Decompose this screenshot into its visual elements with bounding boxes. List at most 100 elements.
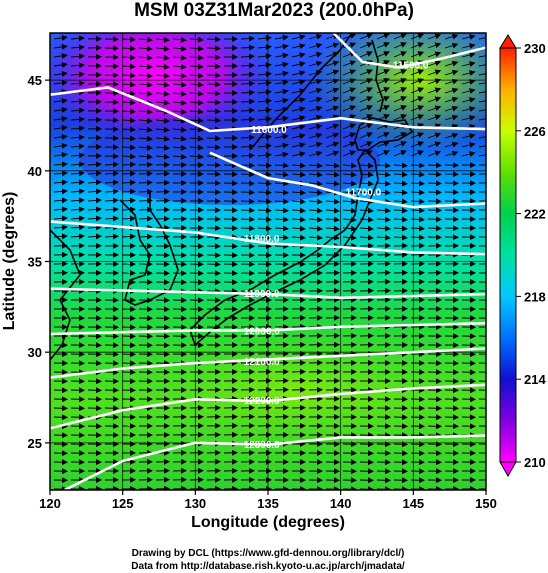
x-tick-label: 135: [257, 496, 279, 511]
wind-arrow: [257, 44, 272, 51]
wind-arrow: [121, 188, 136, 195]
wind-arrow: [308, 189, 323, 196]
colorbar-top-arrow: [499, 34, 517, 49]
wind-arrow: [461, 52, 476, 58]
wind-arrow: [274, 225, 289, 232]
wind-arrow: [325, 78, 340, 85]
wind-arrow: [359, 105, 373, 112]
wind-arrow: [274, 171, 289, 178]
wind-arrow: [155, 135, 170, 142]
wind-arrow: [121, 215, 136, 222]
wind-arrow: [376, 171, 391, 178]
wind-arrow: [427, 78, 442, 85]
wind-arrow: [53, 70, 68, 77]
wind-arrow: [291, 225, 306, 232]
wind-arrow: [410, 162, 425, 169]
wind-arrow: [325, 123, 340, 130]
wind-arrow: [155, 81, 170, 88]
wind-arrow: [393, 189, 408, 196]
wind-arrow: [274, 34, 289, 41]
contour-line: [50, 383, 486, 430]
wind-arrow: [138, 117, 153, 124]
wind-arrow: [376, 51, 390, 58]
wind-arrow: [410, 225, 425, 232]
wind-arrow: [393, 96, 407, 103]
wind-arrow: [444, 33, 459, 40]
wind-arrow: [308, 123, 323, 130]
wind-arrow: [172, 45, 187, 52]
wind-arrow: [393, 78, 407, 85]
wind-arrow: [121, 36, 136, 43]
colorbar-gradient: [499, 47, 517, 463]
wind-arrow: [53, 34, 68, 41]
wind-arrow: [308, 198, 323, 205]
wind-arrow: [172, 135, 187, 142]
wind-arrow: [308, 78, 323, 85]
wind-arrow: [257, 162, 272, 169]
wind-arrow: [393, 225, 408, 232]
wind-arrow: [308, 132, 323, 139]
wind-arrow: [257, 116, 272, 123]
contour-line: [332, 33, 486, 69]
colorbar-tick-label: 210: [524, 455, 546, 470]
wind-arrow: [444, 60, 459, 67]
wind-arrow: [291, 79, 306, 86]
wind-arrow: [325, 207, 340, 214]
wind-arrow: [291, 133, 306, 140]
chart-title: MSM 03Z31Mar2023 (200.0hPa): [134, 0, 414, 21]
wind-arrow: [342, 216, 357, 223]
wind-arrow: [308, 180, 323, 187]
wind-arrow: [308, 60, 323, 67]
wind-vectors: [53, 33, 486, 490]
wind-arrow: [427, 114, 442, 121]
wind-arrow: [257, 143, 272, 150]
wind-arrow: [393, 171, 408, 178]
wind-arrow: [359, 141, 373, 148]
wind-arrow: [325, 132, 340, 139]
wind-arrow: [172, 63, 187, 70]
contour-label: 11800.0: [244, 234, 280, 245]
wind-arrow: [189, 117, 204, 124]
wind-arrow: [155, 99, 170, 106]
wind-arrow: [206, 99, 221, 106]
wind-arrow: [461, 115, 476, 121]
contour-line: [50, 287, 486, 300]
y-tick-label: 35: [28, 255, 42, 270]
wind-arrow: [53, 106, 68, 113]
wind-arrow: [206, 36, 221, 43]
wind-arrow: [53, 170, 68, 177]
wind-arrow: [240, 35, 255, 42]
wind-arrow: [410, 150, 425, 157]
wind-arrow: [376, 180, 391, 187]
wind-arrow: [393, 180, 408, 187]
wind-arrow: [53, 179, 68, 186]
wind-arrow: [240, 53, 255, 60]
y-tick-label: 45: [28, 73, 42, 88]
wind-arrow: [70, 143, 85, 150]
wind-arrow: [342, 198, 357, 205]
wind-arrow: [291, 88, 306, 95]
wind-arrow: [53, 124, 68, 131]
wind-arrow: [359, 51, 373, 58]
wind-arrow: [325, 69, 340, 76]
wind-arrow: [274, 180, 289, 187]
wind-arrow: [274, 124, 289, 131]
wind-arrow: [104, 179, 119, 186]
wind-arrow: [274, 216, 289, 223]
wind-arrow: [376, 96, 390, 103]
wind-arrow: [325, 141, 340, 148]
wind-arrow: [87, 179, 102, 186]
wind-arrow: [376, 189, 391, 196]
colorbar-tick-label: 230: [524, 41, 546, 56]
colorbar-tick-label: 218: [524, 289, 546, 304]
wind-arrow: [325, 162, 340, 169]
wind-arrow: [325, 234, 340, 241]
wind-arrow: [172, 117, 187, 124]
wind-arrow: [138, 161, 153, 168]
wind-arrow: [359, 162, 374, 169]
wind-arrow: [240, 143, 255, 150]
wind-arrow: [444, 96, 459, 103]
wind-arrow: [70, 125, 85, 132]
wind-arrow: [410, 33, 425, 40]
